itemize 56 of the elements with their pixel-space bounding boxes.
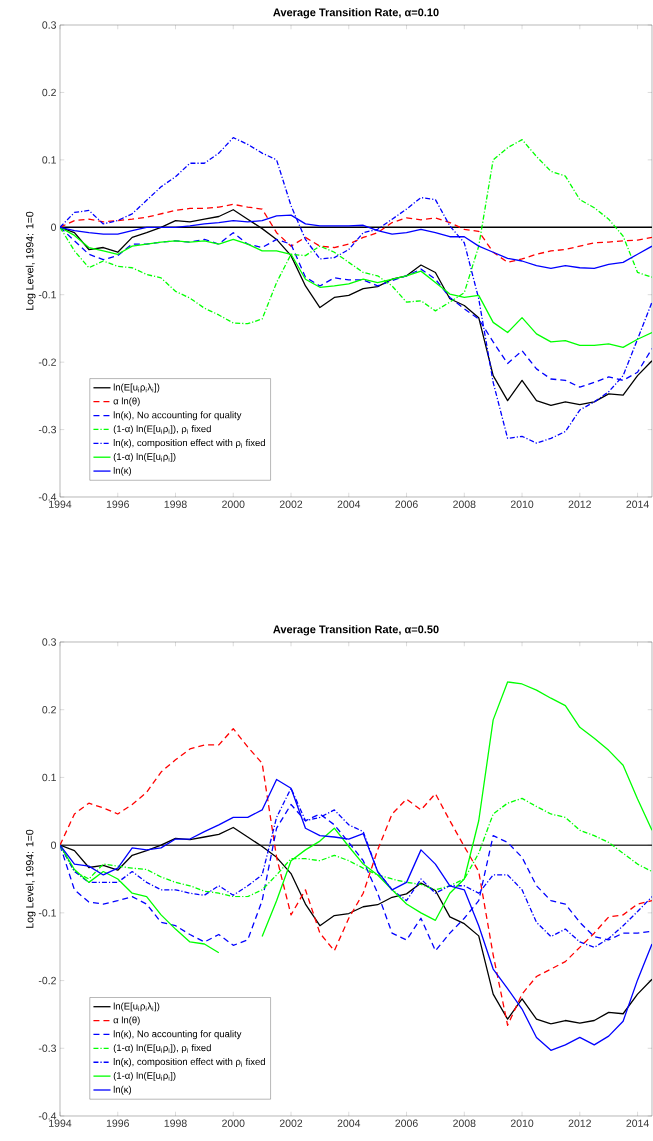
y-tick-label: -0.3 [38,425,57,434]
y-tick-label: -0.3 [38,1044,57,1052]
x-tick-label: 1998 [164,500,187,508]
y-tick-label: 0.1 [42,773,56,782]
y-tick-label: 0 [51,841,57,849]
y-tick-label: -0.1 [38,291,56,299]
x-tick-label: 2004 [337,500,361,508]
x-tick-label: 2008 [453,1119,476,1127]
x-tick-label: 2014 [626,1119,649,1127]
x-tick-label: 1996 [106,500,129,508]
legend-label: (1-α) ln(E[u$_{i}$ρ$_{i}$]) [113,453,176,462]
chart-title: Average Transition Rate, α=0.50 [273,625,439,636]
y-axis-title: Log Level, 1994: 1=0 [25,211,36,310]
x-tick-label: 2002 [279,1119,303,1127]
x-tick-label: 1994 [49,500,72,508]
y-tick-label: 0 [51,223,57,232]
legend-label: α ln(θ) [113,1016,140,1026]
y-axis-title: Log Level, 1994: 1=0 [25,829,36,928]
legend-label: (1-α) ln(E[u$_{i}$ρ$_{i}$]), ρ$_{i}$ fixed [113,1044,211,1054]
x-tick-label: 2012 [568,500,591,508]
y-tick-label: -0.1 [38,909,56,917]
y-tick-label: 0.3 [42,21,57,29]
x-tick-label: 2004 [337,1119,361,1127]
x-tick-label: 1994 [49,1119,72,1127]
y-tick-label: -0.4 [38,493,57,501]
chart-title: Average Transition Rate, α=0.10 [273,8,439,19]
legend-label: ln(E[u$_{i}$ρ$_{i}$λ$_{i}$]) [113,1002,160,1012]
legend-label: ln(κ) [113,1085,132,1095]
x-tick-label: 2010 [510,500,534,508]
x-tick-label: 1998 [164,1119,187,1127]
x-tick-label: 2002 [279,500,303,508]
y-tick-label: -0.2 [38,976,56,985]
y-tick-label: 0.3 [42,638,57,646]
y-tick-label: -0.2 [38,358,56,366]
x-tick-label: 2010 [510,1119,534,1127]
x-tick-label: 2006 [395,1119,418,1127]
legend-label: ln(κ), No accounting for quality [113,411,242,421]
y-tick-label: 0.1 [42,156,56,164]
legend-label: α ln(θ) [113,397,140,407]
legend-label: ln(κ), composition effect with ρ$_{i}$ fixed [113,1058,265,1067]
y-tick-label: -0.4 [38,1112,57,1120]
x-tick-label: 2000 [222,500,245,508]
x-tick-label: 2012 [568,1119,591,1127]
x-tick-label: 2014 [626,500,649,508]
legend-label: ln(κ), No accounting for quality [113,1030,242,1040]
legend-label: ln(E[u$_{i}$ρ$_{i}$λ$_{i}$]) [113,383,160,393]
legend-label: (1-α) ln(E[u$_{i}$ρ$_{i}$]) [113,1071,176,1081]
y-tick-label: 0.2 [42,706,56,714]
legend-label: ln(κ), composition effect with ρ$_{i}$ fixed [113,439,265,448]
x-tick-label: 2008 [453,500,476,508]
legend-label: ln(κ) [113,466,132,476]
x-tick-label: 2006 [395,500,418,508]
y-tick-label: 0.2 [42,88,56,97]
x-tick-label: 1996 [106,1119,129,1127]
legend-label: (1-α) ln(E[u$_{i}$ρ$_{i}$]), ρ$_{i}$ fixed [113,425,211,435]
x-tick-label: 2000 [222,1119,245,1127]
